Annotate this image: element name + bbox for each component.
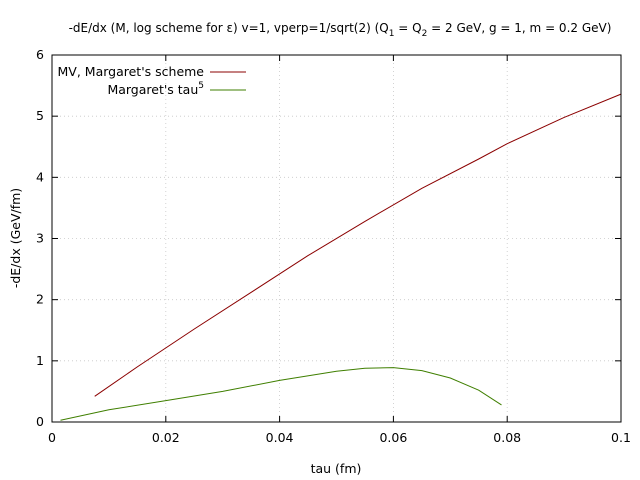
chart-title: -dE/dx (M, log scheme for ε) v=1, vperp=… [69,21,612,39]
y-tick-label: 3 [36,231,44,246]
series-line-tau5 [60,367,502,421]
y-tick-label: 2 [36,292,44,307]
x-tick-label: 0.06 [379,430,407,445]
legend-label-mv: MV, Margaret's scheme [58,64,205,79]
y-tick-label: 5 [36,108,44,123]
legend-label-tau5: Margaret's tau5 [107,81,204,97]
series-line-mv [94,93,622,397]
x-tick-label: 0.04 [266,430,294,445]
y-tick-label: 0 [36,414,44,429]
x-tick-label: 0.1 [611,430,631,445]
y-tick-label: 1 [36,353,44,368]
series-group [60,93,622,421]
x-tick-label: 0 [48,430,56,445]
y-tick-label: 6 [36,47,44,62]
y-axis-label: -dE/dx (GeV/fm) [8,188,23,288]
x-tick-label: 0.02 [152,430,180,445]
x-tick-label: 0.08 [493,430,521,445]
y-tick-label: 4 [36,169,44,184]
x-axis-label: tau (fm) [311,461,362,476]
axis-ticks: 0 0.02 0.04 0.06 0.08 0.1 0 1 2 3 4 5 6 [36,47,631,445]
legend: MV, Margaret's scheme Margaret's tau5 [58,64,246,97]
